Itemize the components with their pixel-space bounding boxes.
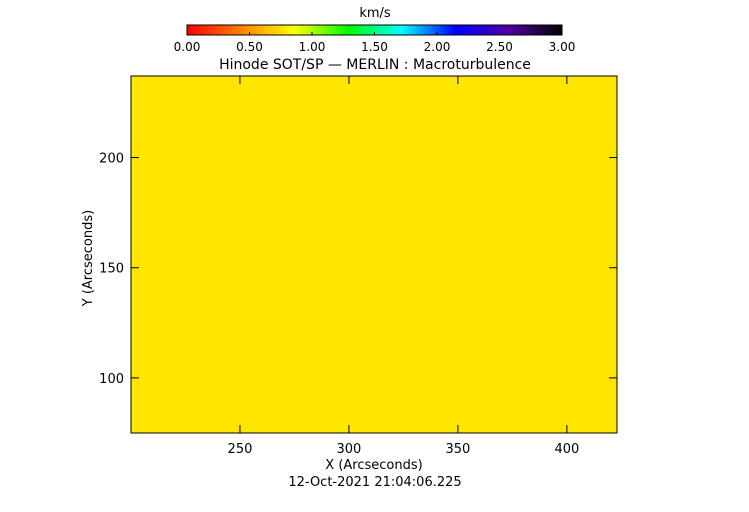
colorbar-tick-label: 0.50	[236, 40, 263, 54]
y-axis: 100 150 200	[99, 152, 617, 387]
colorbar-tick-label: 1.00	[299, 40, 326, 54]
x-axis: 250 300 350 400	[228, 76, 579, 457]
x-axis-label: X (Arcseconds)	[325, 458, 422, 473]
x-tick-label: 300	[337, 442, 362, 457]
colorbar-unit-label: km/s	[359, 6, 391, 21]
x-tick-label: 350	[445, 442, 470, 457]
timestamp: 12-Oct-2021 21:04:06.225	[288, 475, 461, 490]
y-tick-label: 200	[99, 152, 124, 167]
colorbar-tick-label: 3.00	[549, 40, 576, 54]
chart-title: Hinode SOT/SP — MERLIN : Macroturbulence	[219, 57, 531, 73]
colorbar-tick-label: 0.00	[174, 40, 201, 54]
plot-frame	[130, 75, 618, 434]
colorbar-ticks: 0.00 0.50 1.00 1.50 2.00 2.50 3.00	[174, 32, 576, 54]
y-tick-label: 150	[99, 262, 124, 277]
x-tick-label: 250	[228, 442, 253, 457]
y-axis-label: Y (Arcseconds)	[81, 210, 96, 307]
heatmap-field	[131, 76, 617, 433]
colorbar-tick-label: 2.50	[486, 40, 513, 54]
colorbar-tick-label: 2.00	[424, 40, 451, 54]
y-tick-label: 100	[99, 372, 124, 387]
x-tick-label: 400	[554, 442, 579, 457]
colorbar-tick-label: 1.50	[361, 40, 388, 54]
